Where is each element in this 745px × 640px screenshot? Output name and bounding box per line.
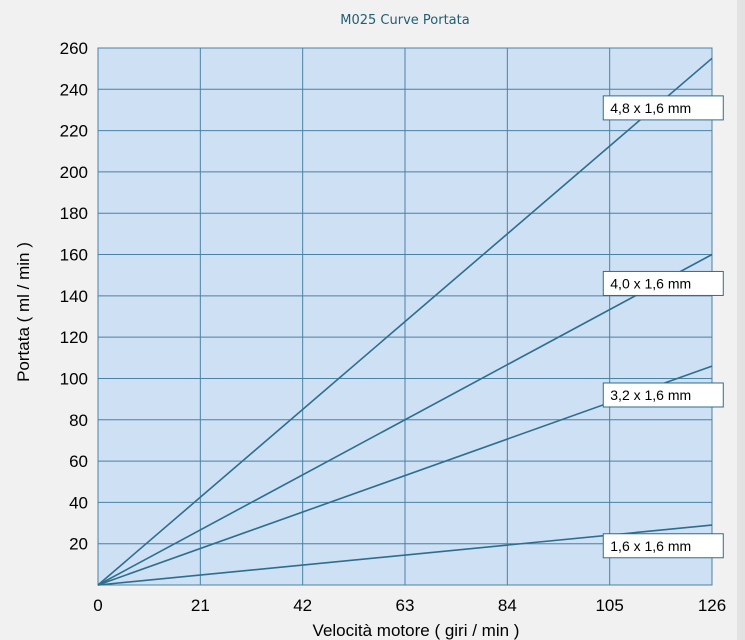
series-label-2: 4,0 x 1,6 mm (602, 270, 724, 296)
y-tick-label: 120 (60, 328, 88, 347)
y-tick-label: 240 (60, 80, 88, 99)
x-tick-label: 105 (595, 596, 623, 615)
y-axis-label: Portata ( ml / min ) (14, 242, 33, 382)
y-tick-label: 40 (69, 493, 88, 512)
series-label-box (602, 533, 724, 559)
x-tick-label: 21 (191, 596, 210, 615)
series-line-2 (97, 253, 713, 586)
series-labels: 4,8 x 1,6 mm 4,0 x 1,6 mm 3,2 x 1,6 mm 1,6 … (602, 95, 724, 559)
x-tick-label: 63 (396, 596, 415, 615)
series-label-text: 4,0 x 1,6 mm (610, 275, 691, 291)
series-label-text: 3,2 x 1,6 mm (610, 387, 691, 403)
axis-ticks: 0 21 42 63 84 105 126 20 40 60 80 100 120 140 160 180 20… (60, 39, 727, 615)
y-tick-label: 180 (60, 204, 88, 223)
x-tick-label: 126 (698, 596, 726, 615)
y-tick-label: 220 (60, 122, 88, 141)
y-tick-label: 100 (60, 369, 88, 388)
series-label-text: 1,6 x 1,6 mm (610, 538, 691, 554)
series-label-box (602, 382, 724, 408)
x-tick-label: 84 (498, 596, 517, 615)
y-tick-label: 160 (60, 246, 88, 265)
y-tick-label: 260 (60, 39, 88, 58)
grid (97, 47, 713, 586)
series-label-4: 1,6 x 1,6 mm (602, 533, 724, 559)
series-label-box (602, 270, 724, 296)
series-label-box (602, 95, 724, 121)
series-label-3: 3,2 x 1,6 mm (602, 382, 724, 408)
x-tick-label: 0 (93, 596, 102, 615)
y-tick-label: 140 (60, 287, 88, 306)
series-label-text: 4,8 x 1,6 mm (610, 100, 691, 116)
y-tick-label: 20 (69, 535, 88, 554)
series-line-1 (97, 57, 713, 586)
y-tick-label: 60 (69, 452, 88, 471)
y-tick-label: 200 (60, 163, 88, 182)
x-axis-label: Velocità motore ( giri / min ) (313, 621, 520, 640)
x-tick-label: 42 (293, 596, 312, 615)
chart-title: M025 Curve Portata (340, 13, 469, 28)
series-label-1: 4,8 x 1,6 mm (602, 95, 724, 121)
plot-border (97, 47, 713, 586)
y-tick-label: 80 (69, 411, 88, 430)
